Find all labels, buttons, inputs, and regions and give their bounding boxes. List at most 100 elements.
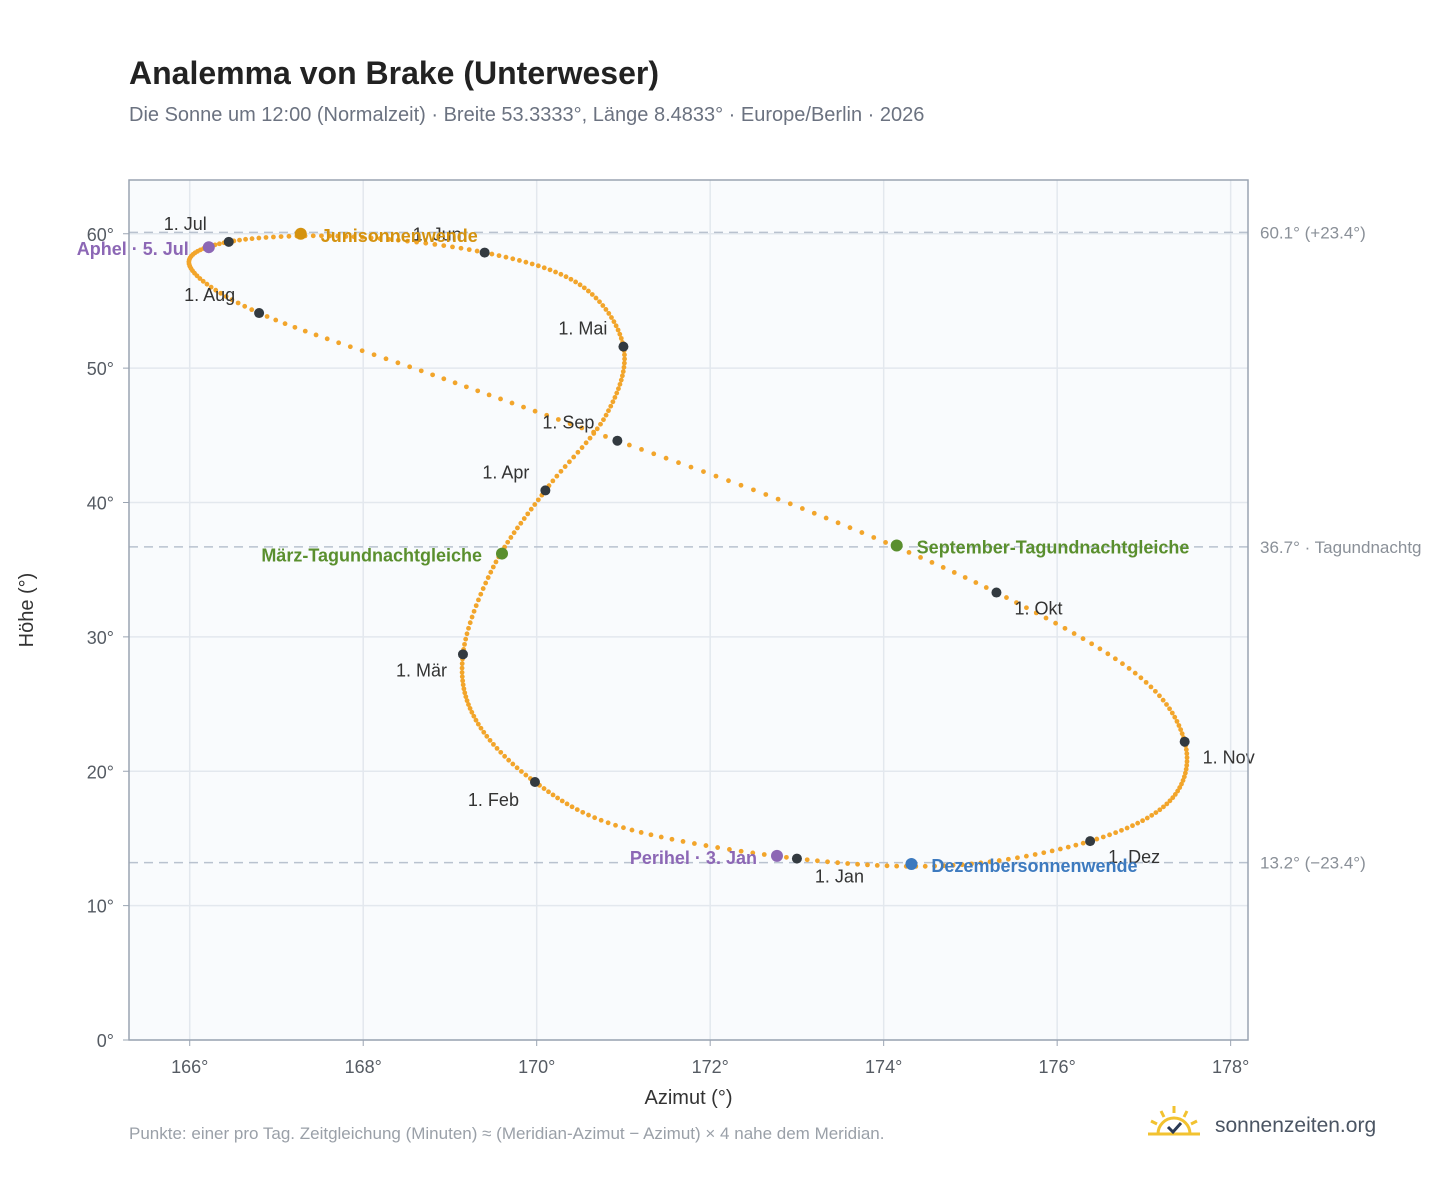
day-dot [618,377,624,383]
day-dot [459,674,465,680]
day-dot [467,705,473,711]
day-dot [1148,684,1154,690]
axis-ticks: 166° 168° 170° 172° 174° 176° 178° 0° 10° 20° 30° 4… [87,225,1250,1077]
day-dot [950,862,956,868]
day-dot [1140,818,1146,824]
apsis-marker [202,241,215,254]
day-dot [1174,718,1180,724]
day-dot [502,753,508,759]
day-dot [629,827,635,833]
day-dot [535,263,541,269]
day-dot [622,352,627,358]
day-dot [383,356,389,362]
day-dot [1062,625,1068,631]
x-tick-label: 176° [1039,1057,1076,1077]
day-dot [621,364,627,370]
day-dot [510,256,516,262]
day-dot [763,492,769,497]
day-dot [619,373,625,379]
day-dot [1161,804,1166,810]
day-dot [562,464,568,469]
day-dot [459,661,465,667]
day-dot [528,506,534,512]
day-dot [423,240,429,246]
day-dot [1014,600,1019,606]
day-dot [639,446,644,452]
day-dot [514,765,520,771]
event-label: Junisonnenwende [321,226,478,246]
day-dot [1144,815,1150,821]
day-dot [1033,610,1039,616]
day-dot [525,511,531,517]
event-label: März-Tagundnachtgleiche [261,546,482,566]
reference-line-label: 13.2° (−23.4°) [1260,854,1366,873]
day-dot [598,421,603,427]
day-dot [894,863,900,869]
day-dot [845,861,851,866]
day-dot [1120,661,1125,667]
day-dot [1004,595,1009,600]
month-marker [254,308,265,319]
brand-name: sonnenzeiten.org [1215,1114,1377,1137]
day-dot [1160,697,1166,703]
day-dot [567,459,572,465]
day-dot [680,839,686,844]
day-dot [835,860,841,866]
day-dot [271,234,276,240]
day-dot [906,549,912,555]
day-dot [506,757,512,763]
day-dot [461,686,467,692]
day-dot [523,772,529,778]
day-dot [996,858,1002,863]
day-dot [535,497,541,503]
apsis-marker [770,849,783,862]
equinox-marker [496,547,508,560]
day-dot [1184,751,1190,757]
day-dot [256,235,262,241]
x-tick-label: 170° [518,1057,555,1077]
day-dot [713,473,719,479]
day-dot [586,812,591,818]
day-dot [1126,666,1132,671]
day-dot [922,863,928,869]
month-label: 1. Feb [468,790,519,810]
day-dot [1167,798,1173,804]
day-dot [452,380,458,386]
day-dot [466,247,472,253]
day-dot [605,820,611,826]
day-dot [932,863,937,869]
day-dot [959,862,965,868]
day-dot [825,859,830,865]
month-marker [1085,836,1096,847]
day-dot [1105,651,1111,657]
y-tick-label: 20° [87,762,114,782]
day-dot [941,863,947,869]
day-dot [335,233,341,239]
y-axis-title: Höhe (°) [16,573,38,648]
day-dot [480,586,486,591]
brand-logo[interactable]: sonnenzeiten.org [1144,1104,1404,1144]
day-dot [573,279,579,285]
reference-line-label: 36.7° · Tagundnachtg [1260,538,1422,557]
day-dot [475,388,481,394]
day-dot [1167,706,1172,712]
day-dot [592,815,598,821]
day-dot [503,254,509,260]
day-dot [610,399,616,405]
day-dot [414,239,420,245]
day-dot [1180,778,1186,783]
day-dot [347,344,353,350]
day-dot [929,560,935,565]
day-dot [701,469,706,475]
x-tick-label: 168° [345,1057,382,1077]
day-dot [1132,670,1138,676]
day-dot [579,425,585,431]
day-dot [691,841,697,846]
day-dot [550,792,556,798]
day-dot [1094,836,1100,842]
day-dot [815,858,820,864]
event-label: Aphel · 5. Jul [77,239,189,259]
day-dot [569,804,575,810]
day-dot [459,665,465,671]
day-dot [1015,855,1020,861]
